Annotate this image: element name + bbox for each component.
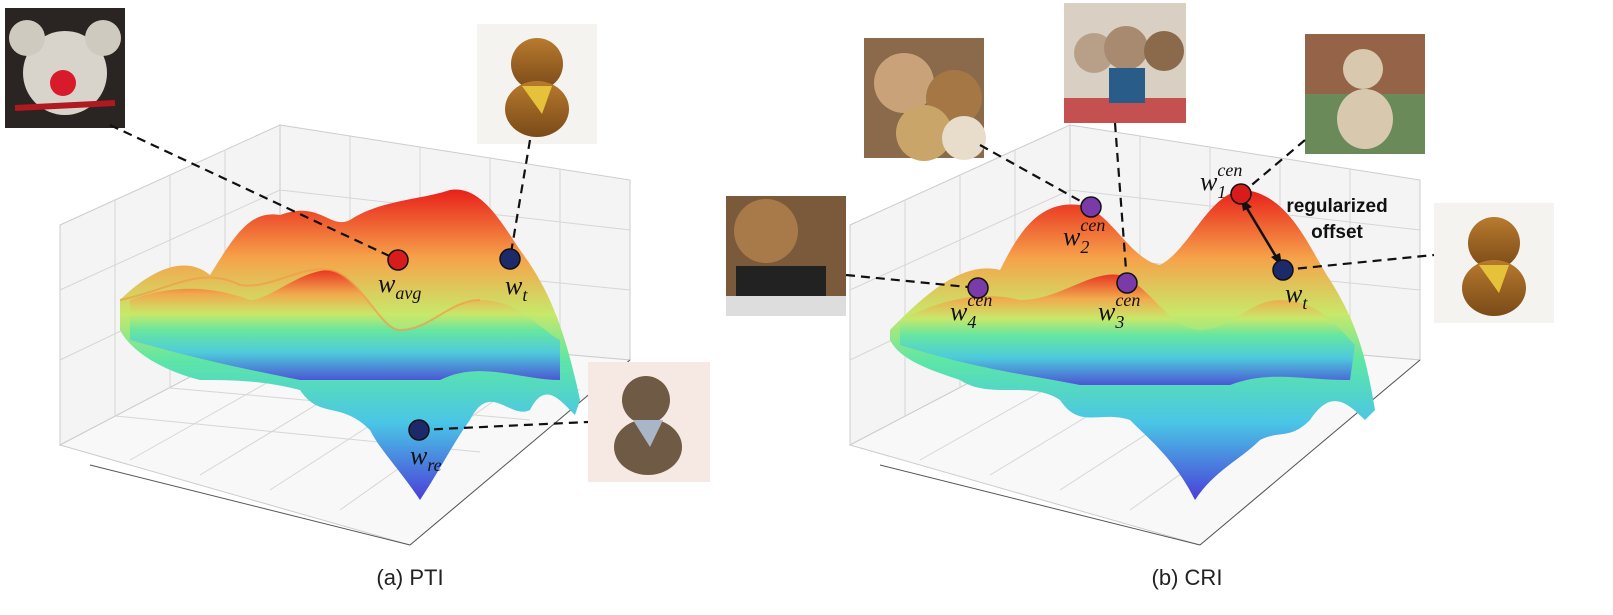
offset-arrow — [1243, 204, 1280, 261]
latent-point — [967, 277, 989, 299]
point-label: wavg — [378, 269, 421, 303]
point-label: wt — [505, 271, 528, 305]
caption: (b) CRI — [1152, 565, 1223, 590]
latent-point — [1230, 183, 1252, 205]
subscript: re — [427, 455, 441, 475]
symbol: w — [1285, 279, 1303, 308]
latent-point — [499, 248, 521, 270]
caption: (a) PTI — [376, 565, 443, 590]
point-label: wcen 1 — [1200, 160, 1242, 202]
subscript: t — [1302, 293, 1308, 313]
subscript: t — [522, 285, 528, 305]
superscript: cen — [1080, 215, 1105, 235]
point-label: wcen 4 — [950, 290, 992, 332]
symbol: w — [1098, 297, 1116, 326]
symbol: w — [378, 269, 396, 298]
images — [5, 3, 1554, 482]
point-label: wcen 2 — [1063, 215, 1105, 257]
annotation: offset — [1311, 222, 1363, 243]
superscript: cen — [967, 290, 992, 310]
symbol: w — [410, 441, 428, 470]
superscript: cen — [1217, 160, 1242, 180]
connectors — [109, 122, 1435, 432]
point-label: wt — [1285, 279, 1308, 313]
subscript: 1 — [1217, 182, 1226, 202]
subscript: 3 — [1114, 312, 1124, 332]
annotation: regularized — [1286, 196, 1387, 217]
symbol: w — [950, 297, 968, 326]
subscript: 2 — [1080, 237, 1089, 257]
subscript: 4 — [967, 312, 976, 332]
latent-point — [1080, 196, 1102, 218]
latent-point — [408, 419, 430, 441]
surface-b — [890, 190, 1375, 500]
point-label: wre — [410, 441, 442, 475]
symbol: w — [1063, 222, 1081, 251]
symbol: w — [1200, 167, 1218, 196]
symbol: w — [505, 271, 523, 300]
surface-a — [119, 189, 580, 500]
latent-point — [387, 249, 409, 271]
latent-point — [1116, 272, 1138, 294]
latent-point — [1272, 259, 1294, 281]
subscript: avg — [395, 283, 421, 303]
point-label: wcen 3 — [1098, 290, 1140, 332]
superscript: cen — [1115, 290, 1140, 310]
